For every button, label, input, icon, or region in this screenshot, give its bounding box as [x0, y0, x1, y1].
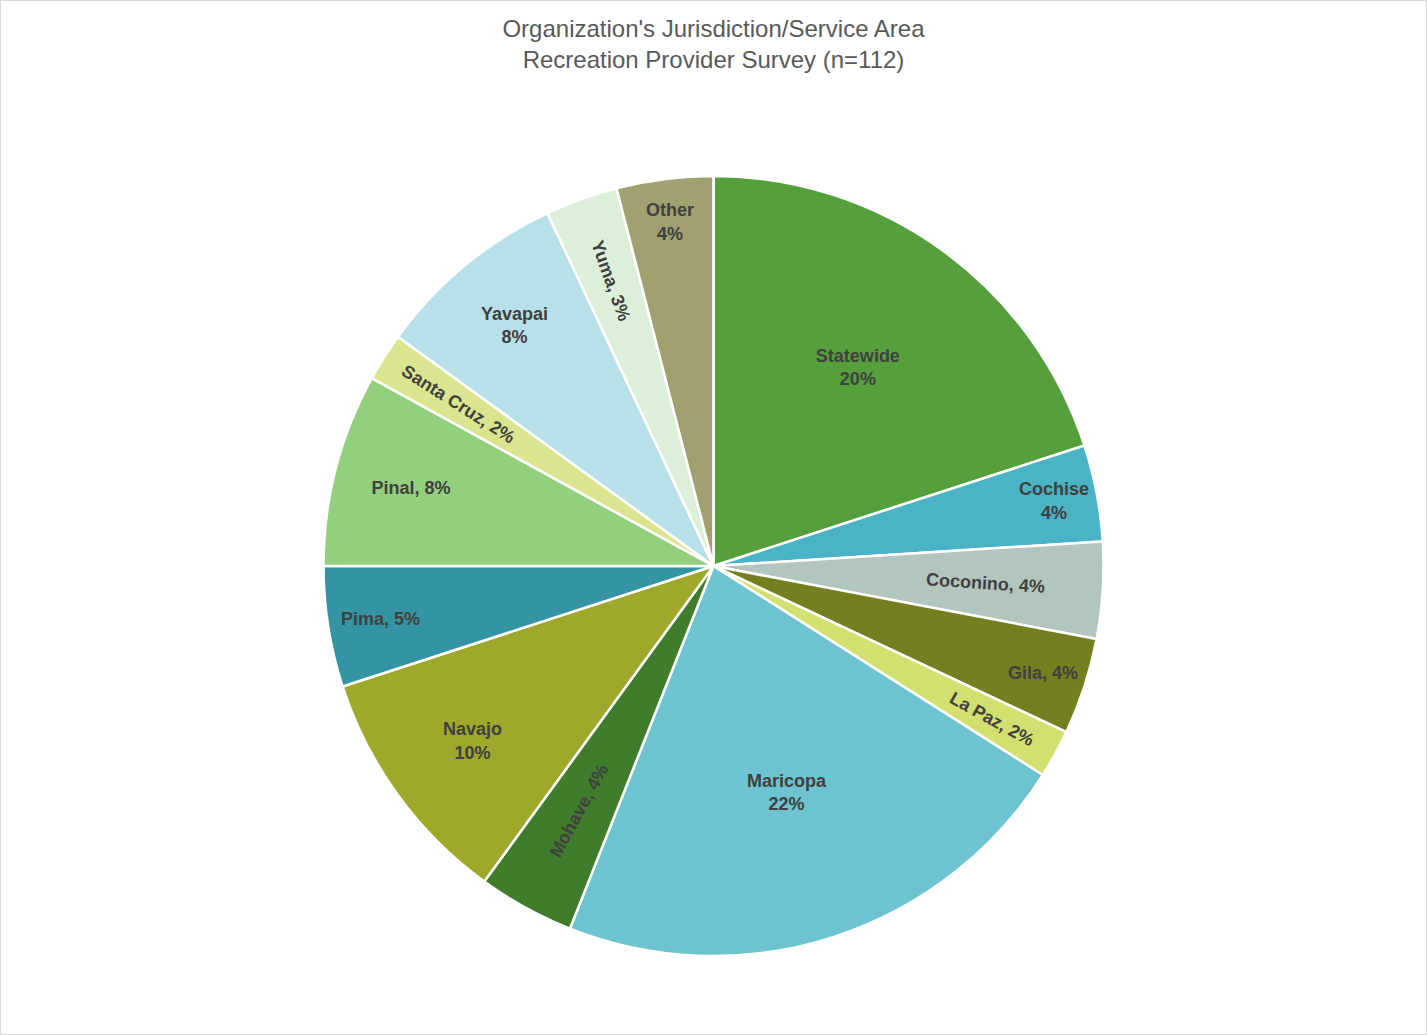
svg-text:Gila, 4%: Gila, 4% — [1008, 663, 1078, 683]
svg-text:Yavapai8%: Yavapai8% — [481, 304, 548, 347]
svg-text:Navajo10%: Navajo10% — [443, 719, 502, 762]
svg-text:Yuma, 3%: Yuma, 3% — [587, 238, 634, 324]
svg-text:Statewide20%: Statewide20% — [816, 346, 900, 389]
svg-text:Maricopa22%: Maricopa22% — [747, 771, 827, 814]
svg-text:Organization's Jurisdiction/Se: Organization's Jurisdiction/Service Area… — [502, 15, 925, 73]
svg-text:Pima, 5%: Pima, 5% — [341, 609, 420, 629]
svg-text:Coconino, 4%: Coconino, 4% — [925, 569, 1045, 596]
svg-text:Mohave, 4%: Mohave, 4% — [545, 761, 612, 861]
svg-text:Other4%: Other4% — [646, 200, 694, 243]
svg-text:Santa Cruz, 2%: Santa Cruz, 2% — [398, 361, 519, 448]
svg-text:La Paz, 2%: La Paz, 2% — [946, 688, 1037, 750]
svg-text:Cochise4%: Cochise4% — [1019, 479, 1089, 522]
svg-text:Pinal, 8%: Pinal, 8% — [371, 478, 450, 498]
